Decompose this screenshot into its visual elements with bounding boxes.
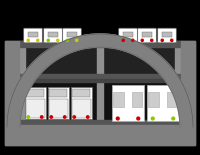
Polygon shape bbox=[7, 34, 193, 127]
FancyBboxPatch shape bbox=[138, 28, 156, 43]
Polygon shape bbox=[181, 41, 195, 125]
FancyBboxPatch shape bbox=[119, 28, 137, 43]
Bar bbox=[113, 92, 124, 107]
Bar bbox=[72, 89, 90, 97]
Circle shape bbox=[151, 117, 154, 120]
Bar bbox=[142, 32, 152, 37]
Bar bbox=[72, 99, 90, 118]
Polygon shape bbox=[7, 34, 193, 127]
Circle shape bbox=[27, 116, 29, 118]
Bar bbox=[148, 92, 159, 107]
Circle shape bbox=[151, 39, 153, 41]
Circle shape bbox=[137, 117, 140, 120]
Bar bbox=[147, 85, 179, 121]
Polygon shape bbox=[181, 41, 195, 125]
Polygon shape bbox=[19, 79, 181, 125]
Polygon shape bbox=[5, 125, 195, 145]
Circle shape bbox=[73, 116, 75, 118]
Bar bbox=[70, 87, 92, 119]
Polygon shape bbox=[19, 41, 25, 125]
Polygon shape bbox=[19, 120, 181, 125]
Circle shape bbox=[64, 116, 66, 118]
Polygon shape bbox=[5, 41, 19, 125]
Circle shape bbox=[47, 39, 49, 41]
Bar bbox=[67, 32, 77, 37]
Bar bbox=[26, 99, 44, 118]
Polygon shape bbox=[97, 41, 103, 125]
FancyBboxPatch shape bbox=[24, 28, 42, 43]
Bar bbox=[123, 32, 133, 37]
Bar bbox=[167, 92, 177, 107]
Circle shape bbox=[57, 39, 59, 41]
Circle shape bbox=[66, 39, 68, 41]
Polygon shape bbox=[5, 125, 195, 145]
Bar bbox=[48, 87, 68, 119]
Circle shape bbox=[132, 39, 134, 41]
FancyBboxPatch shape bbox=[63, 28, 81, 43]
Polygon shape bbox=[5, 41, 19, 125]
Bar bbox=[24, 87, 46, 119]
Circle shape bbox=[161, 39, 163, 41]
FancyBboxPatch shape bbox=[44, 28, 62, 43]
Circle shape bbox=[122, 39, 124, 41]
Polygon shape bbox=[19, 41, 181, 47]
Bar bbox=[48, 32, 58, 37]
Circle shape bbox=[171, 39, 173, 41]
Polygon shape bbox=[19, 41, 181, 125]
Circle shape bbox=[87, 116, 89, 118]
Circle shape bbox=[76, 39, 78, 41]
Circle shape bbox=[37, 39, 39, 41]
Circle shape bbox=[41, 116, 43, 118]
Circle shape bbox=[116, 117, 119, 120]
Polygon shape bbox=[19, 74, 181, 79]
Bar bbox=[48, 99, 68, 118]
Polygon shape bbox=[175, 41, 181, 125]
Circle shape bbox=[141, 39, 143, 41]
Circle shape bbox=[50, 116, 52, 118]
Bar bbox=[26, 89, 44, 97]
Circle shape bbox=[172, 117, 175, 120]
Bar bbox=[49, 89, 67, 97]
Bar bbox=[132, 92, 142, 107]
Polygon shape bbox=[19, 79, 181, 82]
FancyBboxPatch shape bbox=[158, 28, 176, 43]
Bar bbox=[28, 32, 38, 37]
Bar bbox=[112, 85, 144, 121]
Bar bbox=[162, 32, 172, 37]
Circle shape bbox=[27, 39, 29, 41]
